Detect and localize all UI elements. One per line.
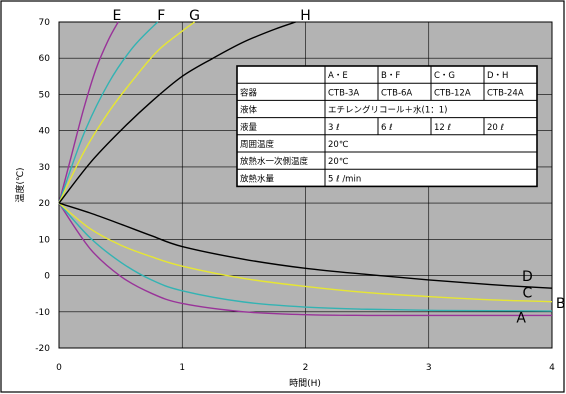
- x-tick-label: 0: [56, 363, 62, 373]
- spec-table: A・E B・F C・G D・H 容器 CTB-3A CTB-6A CTB-12A CTB-24A…: [236, 65, 538, 188]
- y-tick-label: 20: [39, 199, 51, 209]
- table-header-cell: D・H: [487, 71, 508, 81]
- table-cell: CTB-12A: [434, 88, 471, 98]
- table-cell: CTB-6A: [381, 88, 412, 98]
- series-label-b: B: [556, 296, 566, 312]
- table-merged-cell: 20℃: [328, 140, 349, 150]
- series-line-e: [58, 21, 119, 204]
- y-axis-title: 温度(℃): [14, 167, 26, 202]
- series-lines: [58, 21, 553, 317]
- table-cell: 12 ℓ: [434, 123, 451, 133]
- y-tick-label: -10: [35, 308, 50, 318]
- x-axis-ticks: 0 1 2 3 4: [56, 363, 555, 373]
- series-line-g: [58, 21, 195, 204]
- y-tick-label: 50: [39, 90, 51, 100]
- table-merged-cell: 20℃: [328, 157, 349, 167]
- y-tick-label: 60: [39, 54, 51, 64]
- table-row-label: 液体: [240, 105, 258, 116]
- series-label-a: A: [516, 311, 526, 327]
- table-row-label: 放熱水一次側温度: [240, 156, 309, 167]
- series-line-h: [58, 21, 296, 204]
- series-line-c: [58, 202, 553, 303]
- table-header-cell: B・F: [381, 71, 400, 81]
- x-axis-title: 時間(H): [289, 378, 321, 389]
- y-tick-label: 0: [44, 272, 50, 282]
- series-label-d: D: [522, 269, 533, 285]
- table-cell: 20 ℓ: [487, 123, 504, 133]
- table-row-label: 液量: [240, 122, 258, 133]
- table-row-label: 放熱水量: [240, 173, 275, 184]
- y-tick-label: -20: [35, 344, 50, 354]
- table-cell: 3 ℓ: [328, 123, 340, 133]
- table-background: [236, 65, 538, 188]
- series-label-h: H: [300, 8, 311, 24]
- x-tick-label: 1: [179, 363, 185, 373]
- series-line-f: [58, 21, 159, 204]
- table-cell: CTB-3A: [328, 88, 359, 98]
- series-label-e: E: [112, 8, 121, 24]
- table-cell: 6 ℓ: [381, 123, 393, 133]
- y-tick-label: 10: [39, 235, 51, 245]
- x-tick-label: 4: [549, 363, 555, 373]
- y-tick-label: 40: [39, 127, 51, 137]
- table-cell: CTB-24A: [487, 88, 524, 98]
- table-merged-cell: エチレングリコール＋水(1：1): [328, 105, 447, 116]
- series-label-f: F: [157, 8, 165, 24]
- series-label-c: C: [522, 285, 532, 301]
- series-line-a: [58, 202, 552, 317]
- x-tick-label: 3: [426, 363, 432, 373]
- series-label-g: G: [189, 8, 200, 24]
- series-line-b: [58, 202, 553, 312]
- table-row-label: 周囲温度: [240, 139, 275, 150]
- y-tick-label: 30: [39, 163, 51, 173]
- y-axis-ticks: -20 -10 0 10 20 30 40 50 60 70: [35, 18, 50, 354]
- table-header-cell: A・E: [328, 71, 348, 81]
- series-labels: A B CD E F G H: [112, 8, 565, 326]
- table-header-cell: C・G: [434, 71, 455, 81]
- table-row-label: 容器: [240, 87, 258, 98]
- y-tick-label: 70: [39, 18, 51, 28]
- x-tick-label: 2: [303, 363, 309, 373]
- series-line-d: [58, 202, 553, 289]
- table-merged-cell: 5 ℓ /min: [328, 174, 361, 184]
